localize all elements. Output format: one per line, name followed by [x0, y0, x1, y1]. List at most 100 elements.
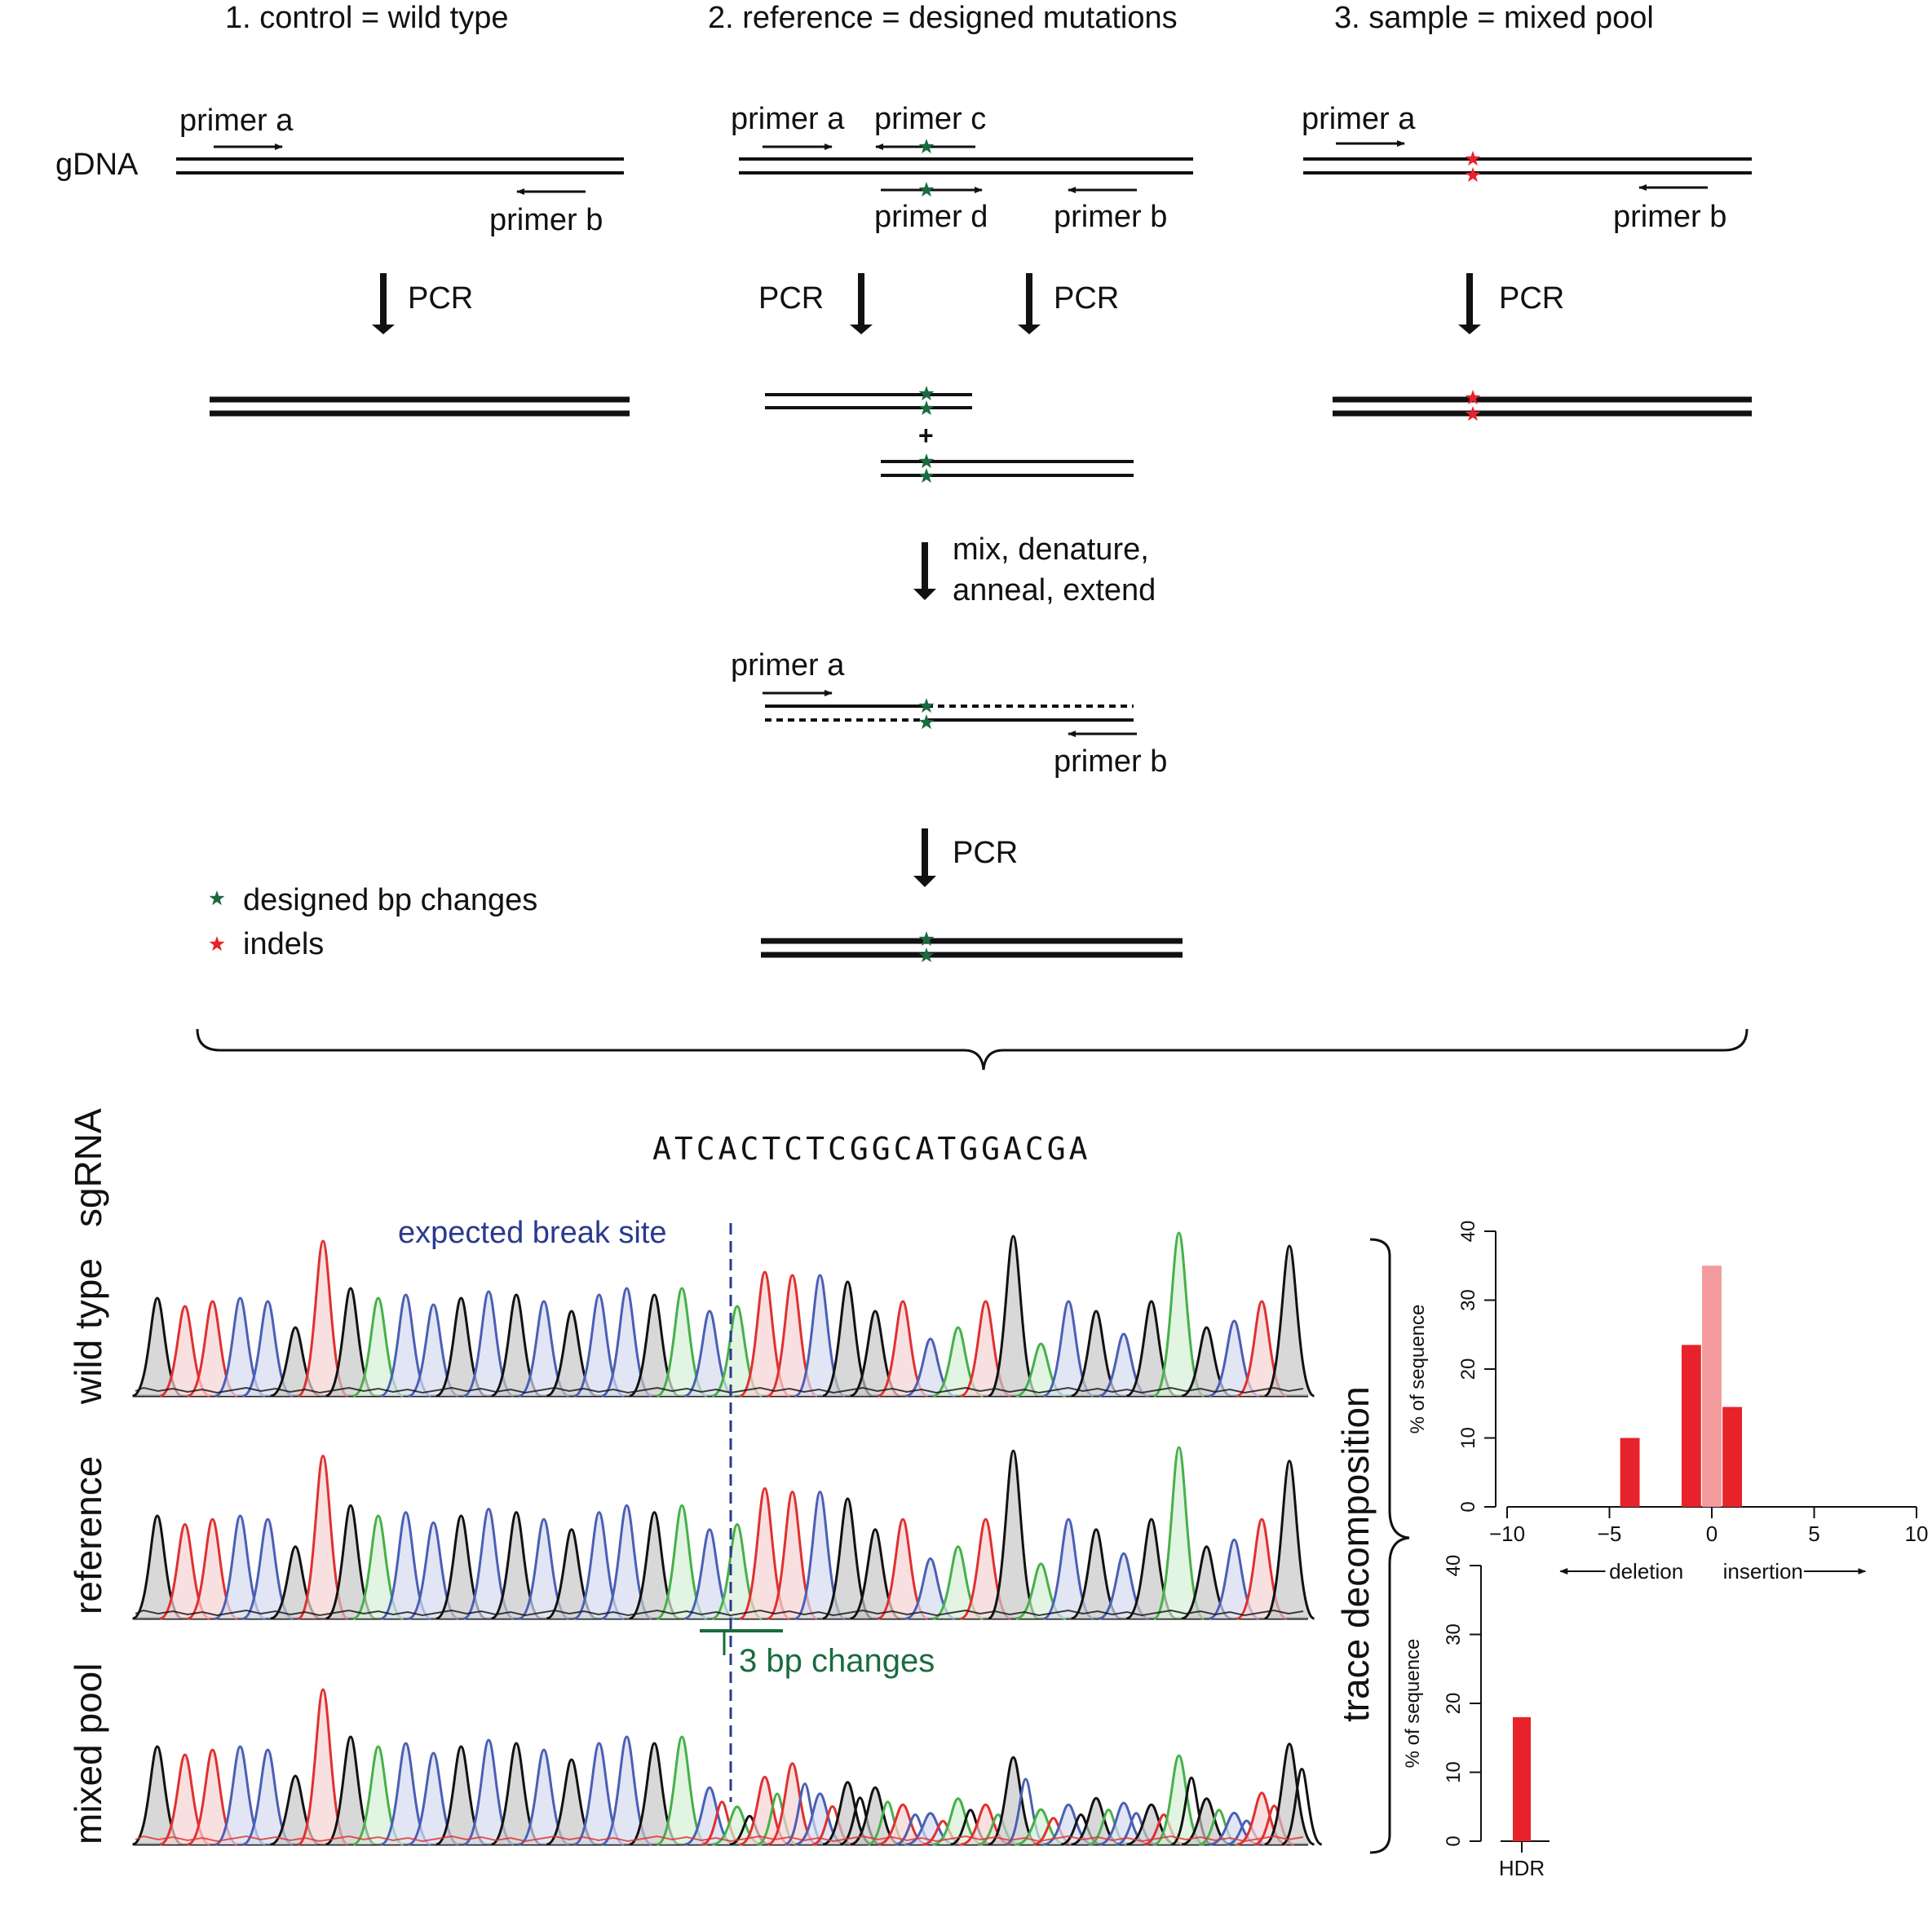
trace-peak — [490, 1742, 542, 1846]
x-tick-label: 10 — [1905, 1522, 1929, 1546]
reference-panel: primer a primer c primer d primer b PCR … — [731, 102, 1193, 963]
trace-peak — [657, 1735, 708, 1846]
trace-peak — [601, 1735, 652, 1846]
ref-pcr-arrowhead-left — [850, 325, 873, 334]
trace-peak — [242, 1517, 294, 1620]
ref-final-pcr-label: PCR — [953, 836, 1018, 870]
legend: designed bp changes indels — [209, 883, 537, 961]
trace-peak — [1153, 1446, 1205, 1620]
expected-break-label: expected break site — [398, 1216, 667, 1250]
gdna-label: gDNA — [55, 148, 139, 182]
indel-bar — [1620, 1438, 1640, 1507]
trace-peak — [878, 1517, 929, 1620]
trace-peak — [297, 1454, 349, 1620]
ref-mix-text-line2: anneal, extend — [953, 573, 1156, 607]
trace-peak — [1181, 1797, 1232, 1846]
legend-green-star-icon — [209, 890, 225, 906]
trace-peak — [518, 1300, 570, 1398]
indel-spectrum-chart: 0 10 20 30 40 % of sequence −10 −5 0 5 10 deletion i… — [1407, 1221, 1928, 1584]
y-tick-label: 40 — [1443, 1555, 1465, 1577]
y-tick-label: 20 — [1443, 1693, 1465, 1715]
control-primer-a-label: primer a — [179, 104, 294, 138]
trace-peak — [1043, 1300, 1094, 1398]
sample-primer-b-label: primer b — [1613, 200, 1726, 234]
trace-decomposition-label: trace decomposition — [1334, 1386, 1377, 1722]
trace-peak — [1043, 1517, 1094, 1620]
trace-peak — [878, 1803, 928, 1846]
trace-peak — [131, 1514, 183, 1620]
ref-final-pcr-arrowhead — [913, 876, 936, 887]
trace-peak — [325, 1735, 377, 1846]
trace-row — [131, 1688, 1323, 1846]
trace-peak — [601, 1287, 652, 1398]
ref-heteroduplex-star-bottom — [918, 714, 935, 730]
trace-peak — [657, 1287, 708, 1398]
control-panel: gDNA primer a primer b PCR — [55, 104, 630, 417]
ref-primer-b-label: primer b — [1054, 200, 1167, 234]
trace-peak — [684, 1786, 735, 1846]
sgrna-sequence: ATCACTCTCGGCATGGACGA — [652, 1131, 1091, 1167]
reference-row-label: reference — [67, 1456, 109, 1614]
y-tick-label: 30 — [1443, 1623, 1465, 1645]
trace-peak — [794, 1274, 846, 1398]
trace-peak — [657, 1504, 708, 1620]
trace-peak — [490, 1511, 542, 1620]
trace-noise — [135, 1835, 1304, 1843]
wild-type-row-label: wild type — [67, 1258, 109, 1405]
y-tick-label: 0 — [1457, 1501, 1479, 1512]
y-tick-label: 30 — [1457, 1289, 1479, 1311]
trace-peak — [518, 1517, 569, 1620]
deletion-label: deletion — [1609, 1559, 1683, 1584]
trace-peak — [822, 1280, 873, 1398]
ref-heteroduplex-primer-a-label: primer a — [731, 648, 845, 682]
indel-bar — [1722, 1407, 1743, 1507]
sample-indel-star-bottom — [1465, 167, 1481, 183]
trace-peak — [988, 1235, 1039, 1398]
trace-peak — [877, 1300, 929, 1398]
y-axis-label: % of sequence — [1402, 1639, 1424, 1769]
sample-pcr-arrowhead — [1458, 325, 1481, 334]
trace-peak — [297, 1239, 349, 1398]
trace-peak — [1153, 1754, 1205, 1846]
trace-noise — [135, 1386, 1304, 1394]
trace-decomposition-brace — [1369, 1238, 1410, 1854]
x-tick-label: HDR — [1499, 1856, 1545, 1880]
legend-red-star-icon — [209, 936, 225, 952]
trace-peak — [1071, 1310, 1122, 1398]
trace-peak — [1153, 1231, 1205, 1398]
y-tick-label: 40 — [1457, 1221, 1479, 1243]
bp-changes-label: 3 bp changes — [739, 1643, 935, 1679]
y-tick-label: 10 — [1457, 1427, 1479, 1449]
legend-indels-label: indels — [243, 927, 324, 961]
y-axis-label: % of sequence — [1407, 1305, 1429, 1434]
ref-primer-a-label: primer a — [731, 102, 845, 136]
ref-pcr-label-right: PCR — [1054, 281, 1119, 316]
trace-peak-secondary — [1281, 1767, 1323, 1846]
y-tick-label: 10 — [1443, 1761, 1465, 1783]
hdr-chart: 0 10 20 30 40 % of sequence HDR — [1402, 1555, 1550, 1880]
panel-title-control: 1. control = wild type — [225, 1, 508, 35]
indel-bar — [1681, 1345, 1701, 1507]
trace-peak — [490, 1293, 542, 1398]
trace-peak — [988, 1756, 1039, 1846]
trace-peak — [1263, 1743, 1315, 1846]
ref-pcr-arrowhead-right — [1018, 325, 1041, 334]
ref-pcr-label-left: PCR — [758, 281, 824, 316]
panel-title-sample: 3. sample = mixed pool — [1334, 1, 1654, 35]
trace-peak — [380, 1293, 431, 1398]
sgrna-row-label: sgRNA — [67, 1108, 109, 1227]
insertion-label: insertion — [1723, 1559, 1803, 1584]
ref-primer-c-label: primer c — [874, 102, 986, 136]
legend-designed-label: designed bp changes — [243, 883, 537, 917]
x-tick-label: 5 — [1808, 1522, 1819, 1546]
trace-peak — [380, 1511, 431, 1620]
trace-peak — [242, 1300, 294, 1398]
trace-peak — [1071, 1528, 1122, 1620]
ref-primer-d-label: primer d — [874, 200, 988, 234]
trace-peak — [380, 1742, 431, 1846]
x-tick-label: −5 — [1598, 1522, 1622, 1546]
ref-heteroduplex-primer-b-label: primer b — [1054, 744, 1167, 779]
control-primer-b-label: primer b — [489, 203, 603, 237]
trace-peak — [131, 1296, 183, 1398]
indel-bar — [1702, 1265, 1722, 1507]
